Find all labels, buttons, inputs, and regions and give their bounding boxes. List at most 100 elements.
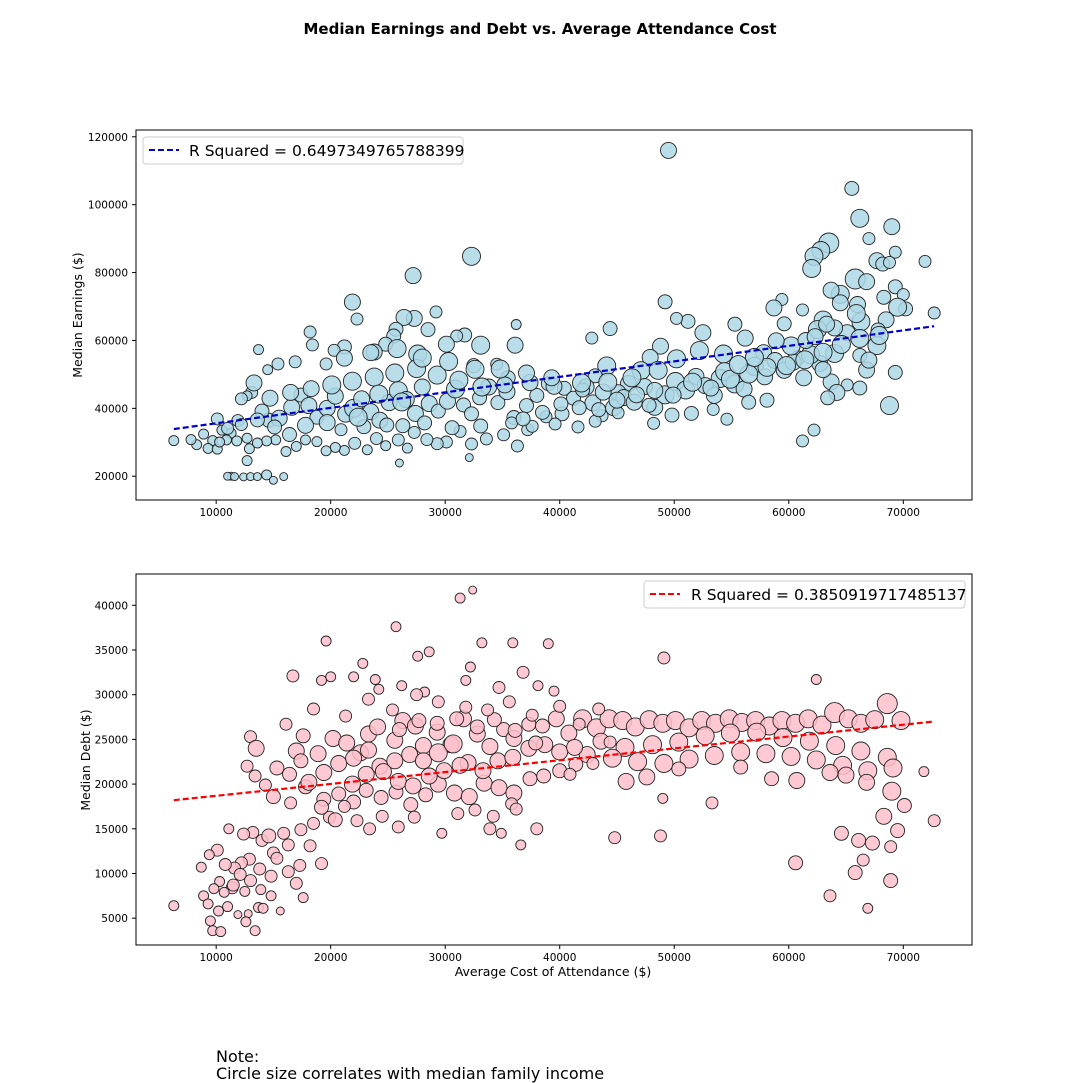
debt-point xyxy=(876,693,898,715)
debt-point xyxy=(215,926,227,938)
earnings-point xyxy=(767,332,785,350)
earnings-point xyxy=(641,397,657,413)
debt-point xyxy=(764,771,780,787)
debt-point xyxy=(348,671,360,683)
debt-point xyxy=(821,764,839,781)
debt-point xyxy=(459,700,473,714)
earnings-point xyxy=(230,472,239,482)
debt-point xyxy=(464,661,476,673)
debt-point xyxy=(875,807,893,825)
earnings-point xyxy=(221,421,235,435)
debt-point xyxy=(837,766,855,784)
debt-point xyxy=(756,744,776,764)
earnings-point xyxy=(744,347,764,367)
debt-point xyxy=(431,695,445,709)
debt-point xyxy=(420,767,438,785)
debt-point xyxy=(404,777,422,795)
debt-point xyxy=(481,703,495,717)
earnings-point xyxy=(311,436,323,448)
debt-point xyxy=(226,878,240,892)
debt-plot-area xyxy=(135,573,973,946)
earnings-point xyxy=(279,472,289,482)
debt-point xyxy=(363,822,377,836)
earnings-point xyxy=(876,289,892,305)
debt-point xyxy=(460,674,472,686)
debt-point xyxy=(615,737,635,757)
x-tick-label: 50000 xyxy=(658,952,691,964)
debt-point xyxy=(307,816,320,830)
earnings-point xyxy=(706,402,720,416)
debt-point xyxy=(469,719,485,735)
debt-point xyxy=(411,713,427,729)
earnings-point xyxy=(860,351,878,369)
earnings-point xyxy=(862,232,876,246)
earnings-point xyxy=(261,469,273,481)
earnings-point xyxy=(464,453,474,463)
earnings-point xyxy=(820,390,836,406)
debt-point xyxy=(788,855,804,871)
earnings-point xyxy=(591,402,607,418)
debt-point xyxy=(733,759,749,775)
earnings-point xyxy=(406,404,424,422)
debt-point xyxy=(592,702,606,716)
x-tick-label: 10000 xyxy=(199,952,232,964)
debt-point xyxy=(617,772,635,790)
debt-point xyxy=(851,832,867,848)
earnings-point xyxy=(883,255,896,269)
earnings-point xyxy=(510,319,522,330)
earnings-point xyxy=(795,369,813,387)
debt-point xyxy=(535,718,550,734)
earnings-point xyxy=(297,416,314,434)
debt-point xyxy=(657,792,669,804)
debt-point xyxy=(560,724,578,742)
earnings-point xyxy=(628,386,645,404)
debt-point xyxy=(423,646,435,658)
earnings-point xyxy=(702,379,720,397)
debt-point xyxy=(270,851,284,865)
earnings-point xyxy=(348,436,362,450)
debt-point xyxy=(883,758,903,778)
debt-point xyxy=(410,688,424,702)
earnings-point xyxy=(647,416,661,430)
debt-point xyxy=(357,657,369,669)
earnings-point xyxy=(796,434,809,448)
earnings-point xyxy=(462,246,481,266)
earnings-point xyxy=(831,294,849,312)
debt-point xyxy=(851,741,871,761)
debt-point xyxy=(249,925,261,937)
debt-point xyxy=(492,681,506,694)
x-tick-label: 20000 xyxy=(314,507,347,519)
debt-point xyxy=(293,753,309,769)
earnings-panel: 10000 20000 30000 40000 50000 60000 70000 20000… xyxy=(70,129,973,519)
earnings-point xyxy=(506,336,524,354)
debt-legend: R Squared = 0.3850919717485137 xyxy=(643,580,967,609)
earnings-point xyxy=(796,303,809,317)
debt-point xyxy=(858,773,876,791)
debt-point xyxy=(638,768,656,786)
debt-point xyxy=(289,876,303,890)
earnings-point xyxy=(776,316,792,332)
debt-point xyxy=(507,637,519,649)
debt-point xyxy=(389,772,407,790)
debt-point xyxy=(536,768,552,784)
debt-point xyxy=(339,709,353,723)
debt-point xyxy=(443,734,463,754)
earnings-point xyxy=(880,396,899,416)
debt-point xyxy=(507,722,523,738)
earnings-point xyxy=(305,338,319,352)
earnings-point xyxy=(720,412,734,426)
debt-point xyxy=(218,858,232,871)
debt-point xyxy=(705,796,719,810)
earnings-point xyxy=(413,378,431,396)
earnings-point xyxy=(795,350,815,370)
earnings-point xyxy=(412,348,432,368)
earnings-point xyxy=(288,355,302,369)
debt-point xyxy=(891,711,911,731)
debt-point xyxy=(568,756,584,772)
earnings-point xyxy=(622,368,642,388)
earnings-point xyxy=(535,404,550,420)
debt-point xyxy=(303,839,317,853)
earnings-point xyxy=(807,423,821,437)
debt-point xyxy=(476,637,488,649)
